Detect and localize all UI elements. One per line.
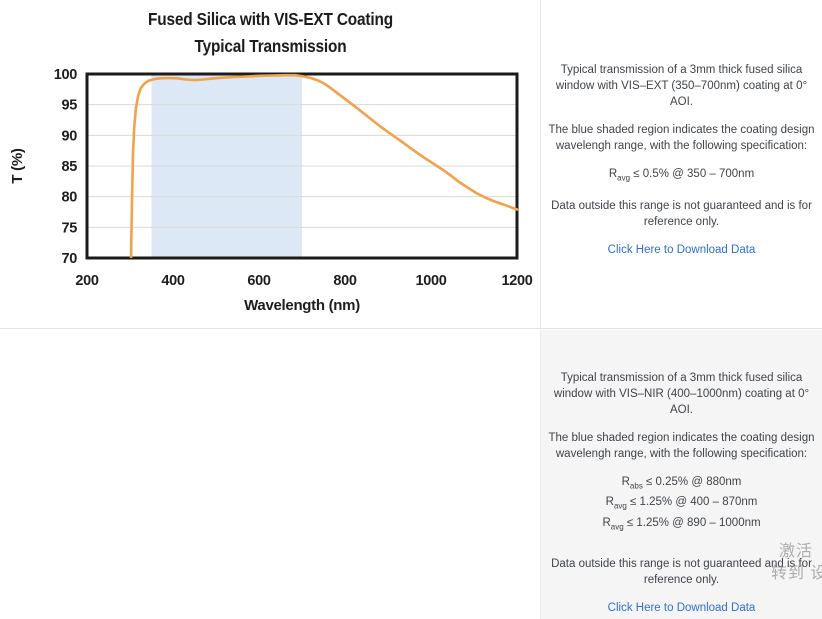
y-axis-label: T (%) — [9, 148, 26, 183]
y-tick-label: 100 — [54, 67, 78, 83]
description-text: Typical transmission of a 3mm thick fuse… — [555, 64, 808, 108]
spec-line: Ravg ≤ 1.25% @ 400 – 870nm — [605, 496, 758, 511]
x-axis-label: Wavelength (nm) — [244, 297, 360, 314]
x-tick-label: 200 — [75, 273, 99, 289]
spec-line: Rabs ≤ 0.25% @ 880nm — [621, 476, 742, 491]
vis-nir-chart-section: Fused Silica with VIS-NIR Coating Typica… — [0, 330, 540, 619]
spec-line: Ravg ≤ 1.25% @ 890 – 1000nm — [602, 516, 761, 531]
description-text: The blue shaded region indicates the coa… — [548, 124, 815, 152]
y-tick-label: 95 — [61, 98, 77, 114]
download-data-link[interactable]: Click Here to Download Data — [607, 244, 756, 257]
chart-title-line1: Fused Silica with VIS-EXT Coating — [148, 9, 393, 29]
x-tick-label: 1000 — [415, 273, 446, 289]
vis-ext-transmission-chart: 200 400 600 800 1000 1200 70 75 80 85 90 95 100 T (%)… — [9, 67, 533, 314]
section-divider — [0, 328, 822, 329]
description-text: The blue shaded region indicates the coa… — [548, 432, 815, 460]
spec-line: Ravg ≤ 0.5% @ 350 – 700nm — [608, 168, 755, 183]
description-text: Data outside this range is not guarantee… — [551, 200, 812, 229]
windows-activation-watermark: 转到 设置 — [771, 565, 822, 582]
chart-title-vis-ext: Fused Silica with VIS-EXT Coating Typica… — [32, 6, 508, 60]
spec-list: Ravg ≤ 0.5% @ 350 – 700nm — [546, 166, 817, 186]
x-tick-label: 800 — [333, 273, 357, 289]
y-tick-label: 75 — [61, 220, 77, 236]
chart-title-line2: Typical Transmission — [194, 36, 347, 56]
x-tick-label: 400 — [161, 273, 185, 289]
download-data-link[interactable]: Click Here to Download Data — [607, 601, 756, 614]
y-tick-label: 70 — [61, 251, 77, 267]
windows-activation-watermark: 激活 — [779, 543, 814, 560]
vis-ext-description-panel: Typical transmission of a 3mm thick fuse… — [540, 0, 822, 329]
transmission-curve — [129, 73, 519, 258]
x-tick-label: 600 — [247, 273, 271, 289]
description-text: Data outside this range is not guarantee… — [551, 557, 812, 586]
description-text: Typical transmission of a 3mm thick fuse… — [553, 372, 810, 416]
plot-border — [85, 72, 519, 260]
vis-ext-chart-section: Fused Silica with VIS-EXT Coating Typica… — [0, 0, 540, 328]
x-tick-label: 1200 — [501, 273, 532, 289]
y-tick-label: 90 — [61, 128, 77, 144]
y-tick-label: 80 — [61, 190, 77, 206]
spec-list: Rabs ≤ 0.25% @ 880nm Ravg ≤ 1.25% @ 400 –… — [546, 474, 817, 535]
vis-nir-description-panel: Typical transmission of a 3mm thick fuse… — [540, 330, 822, 619]
y-tick-label: 85 — [61, 159, 77, 175]
